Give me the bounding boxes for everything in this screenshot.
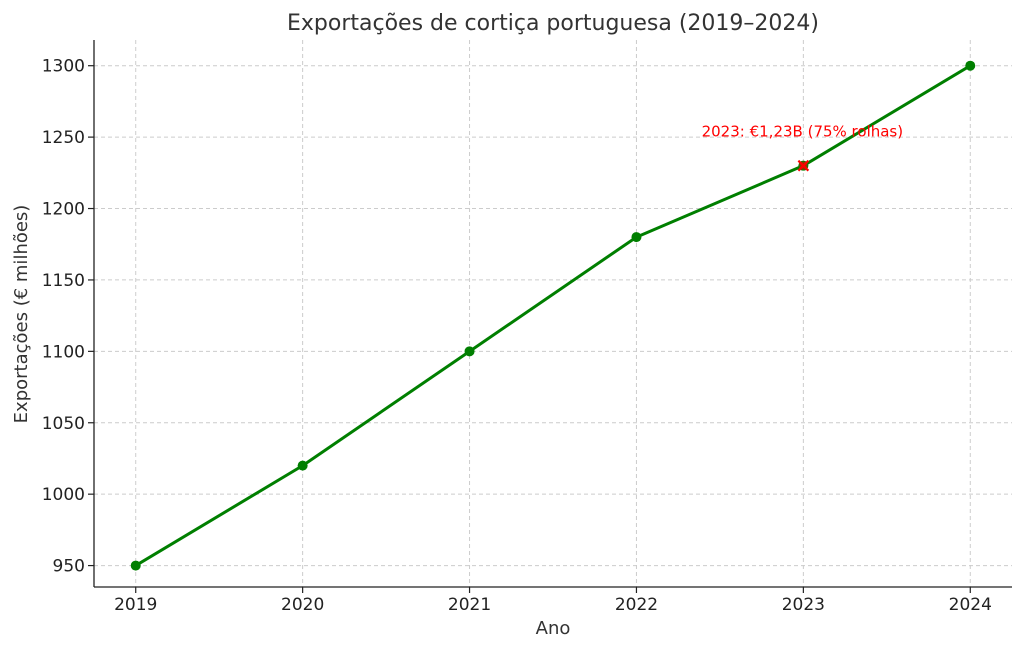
y-tick-label: 1200 <box>42 200 85 220</box>
x-tick-label: 2019 <box>114 595 157 615</box>
y-tick-label: 950 <box>53 557 85 577</box>
x-tick-label: 2023 <box>782 595 825 615</box>
y-tick-label: 1100 <box>42 342 85 362</box>
x-tick-label: 2021 <box>448 595 491 615</box>
data-point <box>130 560 141 571</box>
series-line <box>134 64 972 567</box>
x-tick-label: 2020 <box>281 595 324 615</box>
data-point <box>297 460 308 471</box>
x-axis-label: Ano <box>536 618 571 639</box>
x-tick-label: 2022 <box>615 595 658 615</box>
axes-layer: 2019 2020 2021 2022 2023 2024 950 1000 1050 1100 1… <box>42 40 1012 615</box>
data-point <box>631 232 642 243</box>
y-tick-label: 1000 <box>42 485 85 505</box>
y-tick-label: 1050 <box>42 414 85 434</box>
grid-layer <box>94 40 1012 587</box>
series-layer <box>130 60 976 571</box>
annotation-2023: 2023: €1,23B (75% rolhas) <box>702 123 904 141</box>
label-layer: Exportações de cortiça portuguesa (2019–… <box>11 11 903 639</box>
data-point <box>464 346 475 357</box>
highlight-cross <box>797 159 810 172</box>
y-tick-label: 1150 <box>42 271 85 291</box>
chart-title: Exportações de cortiça portuguesa (2019–… <box>287 11 819 36</box>
x-tick-label: 2024 <box>949 595 992 615</box>
y-tick-label: 1250 <box>42 128 85 148</box>
data-point <box>965 60 976 71</box>
y-axis-label: Exportações (€ milhões) <box>11 205 32 424</box>
y-tick-label: 1300 <box>42 57 85 77</box>
